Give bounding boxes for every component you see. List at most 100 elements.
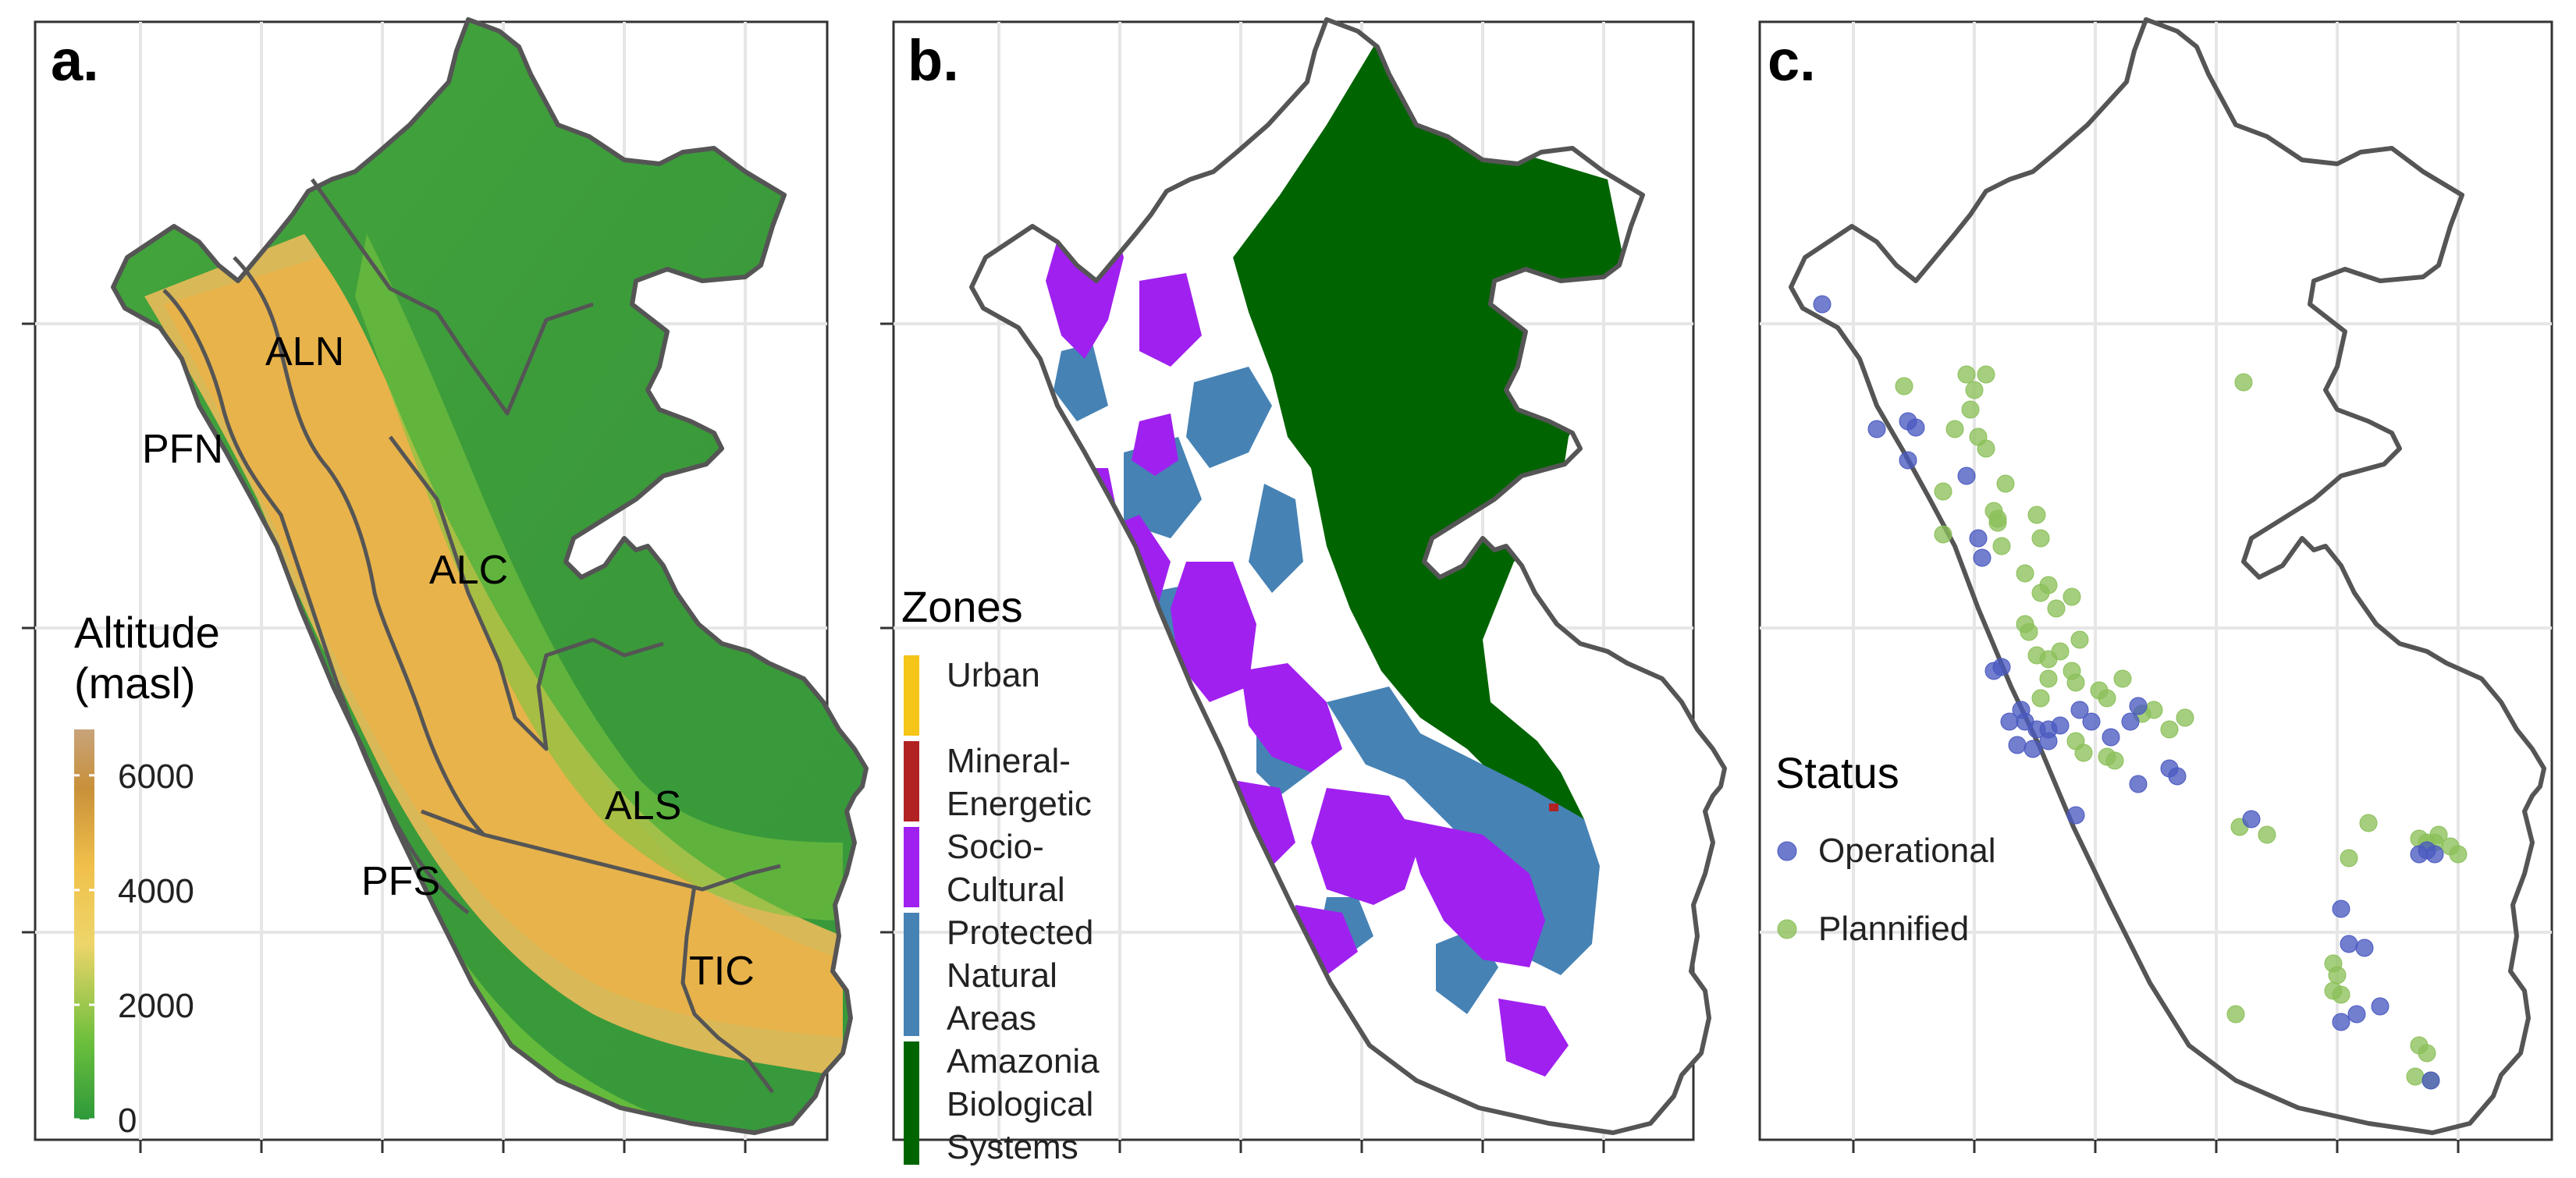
panel-b-zones-map: b. Zones Urban Mineral- Energetic Socio- Cul…	[880, 16, 1725, 1166]
plannified-site-point	[1965, 381, 1984, 399]
operational-site-point	[2082, 712, 2101, 731]
zone-label-protected: Natural	[947, 956, 1057, 995]
zone-key-socio	[904, 827, 919, 907]
altitude-legend-ticks: 6000 4000 2000 0	[74, 758, 194, 1140]
zone-label-socio: Cultural	[947, 871, 1065, 909]
zone-label-amazonia: Biological	[947, 1085, 1093, 1123]
status-key-plannified	[1777, 919, 1797, 939]
operational-site-point	[2129, 697, 2148, 715]
plannified-site-point	[1977, 439, 1995, 458]
plannified-site-point	[1992, 537, 2011, 555]
zone-label-protected: Protected	[947, 914, 1093, 952]
operational-site-point	[2023, 740, 2042, 758]
altitude-tick-label: 0	[118, 1102, 137, 1140]
altitude-legend-title-line1: Altitude	[74, 608, 220, 657]
panel-c-axis-ticks	[1852, 1140, 2460, 1153]
zones-legend-title: Zones	[901, 582, 1023, 631]
panel-a-axis-ticks	[22, 322, 747, 1153]
operational-site-point	[2102, 728, 2120, 747]
region-label-tic: TIC	[689, 949, 755, 994]
operational-site-point	[2000, 712, 2019, 731]
zone-label-protected: Areas	[947, 999, 1036, 1038]
zone-label-socio: Socio-	[947, 828, 1044, 866]
altitude-legend-title-line2: (masl)	[74, 658, 196, 708]
status-label-plannified: Plannified	[1818, 910, 1969, 948]
plannified-site-point	[2070, 630, 2089, 649]
operational-site-point	[2027, 720, 2046, 739]
status-legend-keys: Operational Plannified	[1777, 832, 1995, 948]
status-label-operational: Operational	[1818, 832, 1995, 870]
plannified-site-point	[2027, 506, 2046, 524]
plannified-site-point	[2039, 650, 2058, 669]
plannified-site-point	[1934, 482, 1952, 501]
operational-site-point	[1969, 529, 1988, 548]
region-label-pfs: PFS	[361, 859, 440, 904]
zone-key-protected	[904, 913, 919, 1036]
plannified-site-point	[1988, 513, 2007, 532]
plannified-site-point	[2020, 623, 2038, 641]
plannified-site-point	[2359, 814, 2378, 832]
operational-site-point	[1973, 548, 1992, 567]
operational-site-point	[2008, 736, 2027, 754]
plannified-site-point	[2418, 1044, 2436, 1063]
zone-key-mineral	[904, 741, 919, 821]
panel-b-axis-ticks	[880, 322, 1605, 1153]
panel-c-letter: c.	[1768, 28, 1816, 93]
plannified-site-point	[2016, 564, 2034, 583]
peru-zones-map	[917, 16, 1725, 1133]
region-label-pfn: PFN	[142, 427, 223, 472]
altitude-tick-label: 2000	[118, 987, 194, 1025]
operational-site-point	[2168, 767, 2187, 786]
operational-site-point	[1813, 295, 1832, 314]
operational-site-point	[2355, 938, 2374, 957]
operational-site-point	[2332, 1013, 2350, 1031]
plannified-site-point	[2449, 845, 2468, 864]
operational-site-point	[2121, 712, 2140, 731]
plannified-site-point	[1945, 420, 1964, 438]
altitude-tick-label: 4000	[118, 872, 194, 910]
zone-label-amazonia: Systems	[947, 1128, 1078, 1166]
panel-c-status-map: c. Status Operational Plannified	[1758, 20, 2553, 1153]
plannified-site-point	[1996, 474, 2015, 493]
status-legend: Status Operational Plannified	[1775, 748, 1995, 948]
plannified-site-point	[2031, 529, 2050, 548]
operational-site-point	[2347, 1005, 2366, 1024]
plannified-site-point	[1977, 365, 1995, 384]
operational-site-point	[2242, 810, 2261, 829]
plannified-site-point	[2328, 966, 2347, 985]
zone-label-urban: Urban	[947, 656, 1040, 694]
zone-label-mineral: Mineral-	[947, 742, 1071, 780]
plannified-site-point	[1957, 365, 1976, 384]
plannified-site-point	[2031, 689, 2050, 708]
plannified-site-point	[2039, 669, 2058, 688]
zone-label-amazonia: Amazonia	[947, 1042, 1100, 1080]
panel-b-letter: b.	[908, 28, 959, 93]
plannified-site-point	[2105, 751, 2124, 770]
plannified-site-point	[1934, 525, 1952, 544]
altitude-tick-label: 6000	[118, 758, 194, 796]
plannified-site-point	[2160, 720, 2179, 739]
region-boundaries	[162, 178, 781, 1094]
operational-site-point	[2371, 997, 2389, 1016]
operational-site-point	[2066, 806, 2085, 825]
plannified-site-point	[1961, 400, 1980, 419]
panel-c-frame	[1758, 20, 2553, 1141]
panel-a-altitude-map: a. ALN PFN ALC ALS PFS TIC Altitude (mas…	[22, 20, 866, 1153]
operational-site-point	[1867, 420, 1886, 438]
region-label-als: ALS	[605, 783, 681, 829]
zone-key-urban	[904, 655, 919, 736]
panel-a-letter: a.	[51, 28, 99, 93]
plannified-site-point	[1895, 377, 1913, 396]
plannified-site-point	[2226, 1005, 2245, 1024]
status-points	[1813, 295, 2468, 1090]
plannified-site-point	[2063, 587, 2081, 606]
operational-site-point	[2129, 775, 2148, 793]
operational-site-point	[1992, 658, 2011, 676]
plannified-site-point	[2039, 576, 2058, 594]
zones-legend: Zones Urban Mineral- Energetic Socio- Cultur…	[901, 582, 1100, 1166]
status-legend-title: Status	[1775, 748, 1899, 797]
operational-site-point	[2332, 899, 2350, 918]
plannified-site-point	[2340, 849, 2358, 868]
operational-site-point	[1906, 418, 1925, 437]
